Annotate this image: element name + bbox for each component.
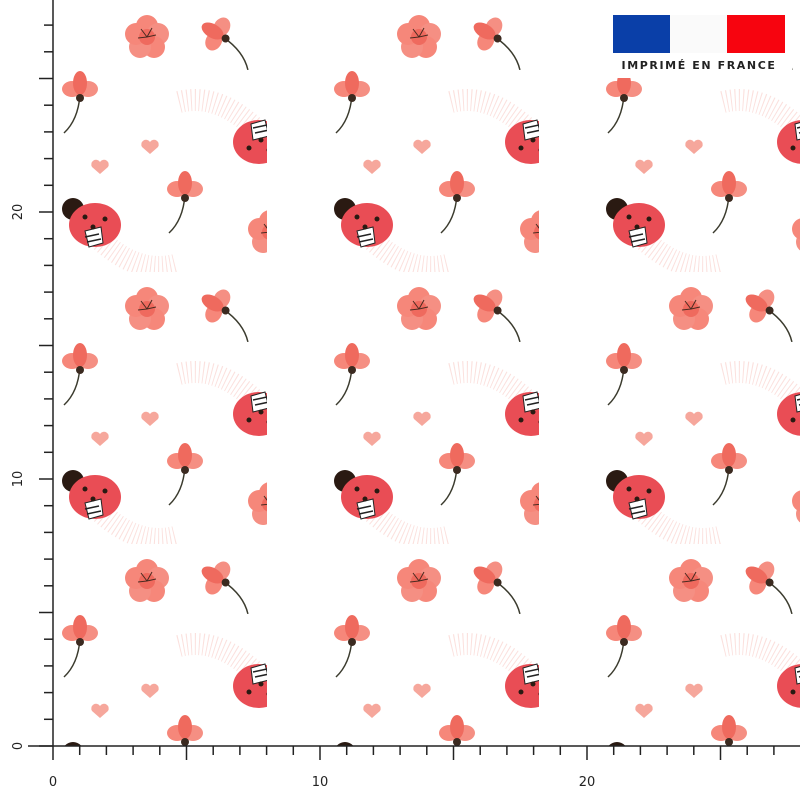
ruler: 0 10 20 0 10 20 <box>11 0 800 790</box>
x-ruler-label: 0 <box>49 775 57 790</box>
badge-text: IMPRIMÉ EN FRANCE <box>622 59 777 72</box>
y-ruler-label: 20 <box>11 204 26 221</box>
y-ruler-label: 10 <box>11 471 26 488</box>
y-ruler-label: 0 <box>11 742 26 750</box>
x-ruler-label: 10 <box>312 775 329 790</box>
made-in-france-badge: IMPRIMÉ EN FRANCE <box>606 8 792 78</box>
x-ruler-label: 20 <box>579 775 596 790</box>
